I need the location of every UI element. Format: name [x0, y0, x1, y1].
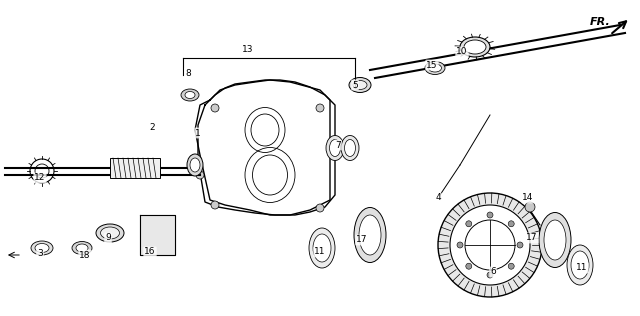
Ellipse shape	[100, 227, 120, 239]
Ellipse shape	[544, 220, 566, 260]
Text: 4: 4	[435, 193, 441, 203]
Text: 13: 13	[243, 46, 253, 54]
Text: 16: 16	[144, 247, 156, 257]
Circle shape	[487, 212, 493, 218]
Circle shape	[508, 263, 514, 269]
Text: 17: 17	[526, 234, 538, 242]
Ellipse shape	[185, 92, 195, 99]
Text: 5: 5	[352, 81, 358, 89]
Ellipse shape	[567, 245, 593, 285]
Ellipse shape	[539, 212, 571, 268]
Circle shape	[196, 171, 204, 179]
Text: 18: 18	[79, 251, 91, 259]
Circle shape	[331, 151, 339, 159]
Text: 11: 11	[314, 247, 326, 257]
Ellipse shape	[96, 224, 124, 242]
Ellipse shape	[330, 139, 340, 156]
Ellipse shape	[31, 241, 53, 255]
Ellipse shape	[72, 241, 92, 254]
Circle shape	[517, 242, 523, 248]
Text: 6: 6	[490, 268, 496, 276]
Bar	[110, 158, 160, 178]
Ellipse shape	[341, 136, 359, 161]
Circle shape	[525, 202, 535, 212]
Ellipse shape	[344, 139, 355, 156]
Ellipse shape	[464, 40, 486, 54]
Circle shape	[438, 193, 542, 297]
Text: 8: 8	[185, 69, 191, 77]
Ellipse shape	[571, 251, 589, 279]
Text: 2: 2	[149, 124, 155, 132]
Text: 15: 15	[426, 60, 438, 70]
Text: 10: 10	[456, 47, 468, 57]
Text: 17: 17	[356, 235, 368, 245]
Circle shape	[508, 221, 514, 227]
Ellipse shape	[326, 136, 344, 161]
Circle shape	[211, 201, 219, 209]
Text: 1: 1	[195, 129, 201, 137]
Circle shape	[466, 263, 472, 269]
Circle shape	[487, 272, 493, 278]
Ellipse shape	[35, 244, 49, 252]
Ellipse shape	[190, 158, 200, 172]
Text: FR.: FR.	[589, 17, 611, 27]
Ellipse shape	[429, 64, 442, 72]
Ellipse shape	[359, 215, 381, 255]
Ellipse shape	[354, 208, 386, 263]
Ellipse shape	[181, 89, 199, 101]
Ellipse shape	[313, 234, 331, 262]
Text: 3: 3	[37, 248, 43, 258]
Circle shape	[316, 204, 324, 212]
Ellipse shape	[349, 77, 371, 93]
Text: 9: 9	[105, 234, 111, 242]
Text: 11: 11	[576, 264, 588, 272]
Circle shape	[457, 242, 463, 248]
Text: 14: 14	[522, 193, 534, 203]
Ellipse shape	[309, 228, 335, 268]
Circle shape	[466, 221, 472, 227]
Text: 12: 12	[35, 173, 45, 183]
Circle shape	[450, 205, 530, 285]
Polygon shape	[140, 215, 175, 255]
Ellipse shape	[76, 244, 88, 252]
Circle shape	[316, 104, 324, 112]
Ellipse shape	[353, 81, 367, 89]
Circle shape	[211, 104, 219, 112]
Ellipse shape	[460, 37, 490, 57]
Ellipse shape	[425, 62, 445, 75]
Ellipse shape	[187, 154, 203, 176]
Text: 7: 7	[335, 141, 341, 149]
